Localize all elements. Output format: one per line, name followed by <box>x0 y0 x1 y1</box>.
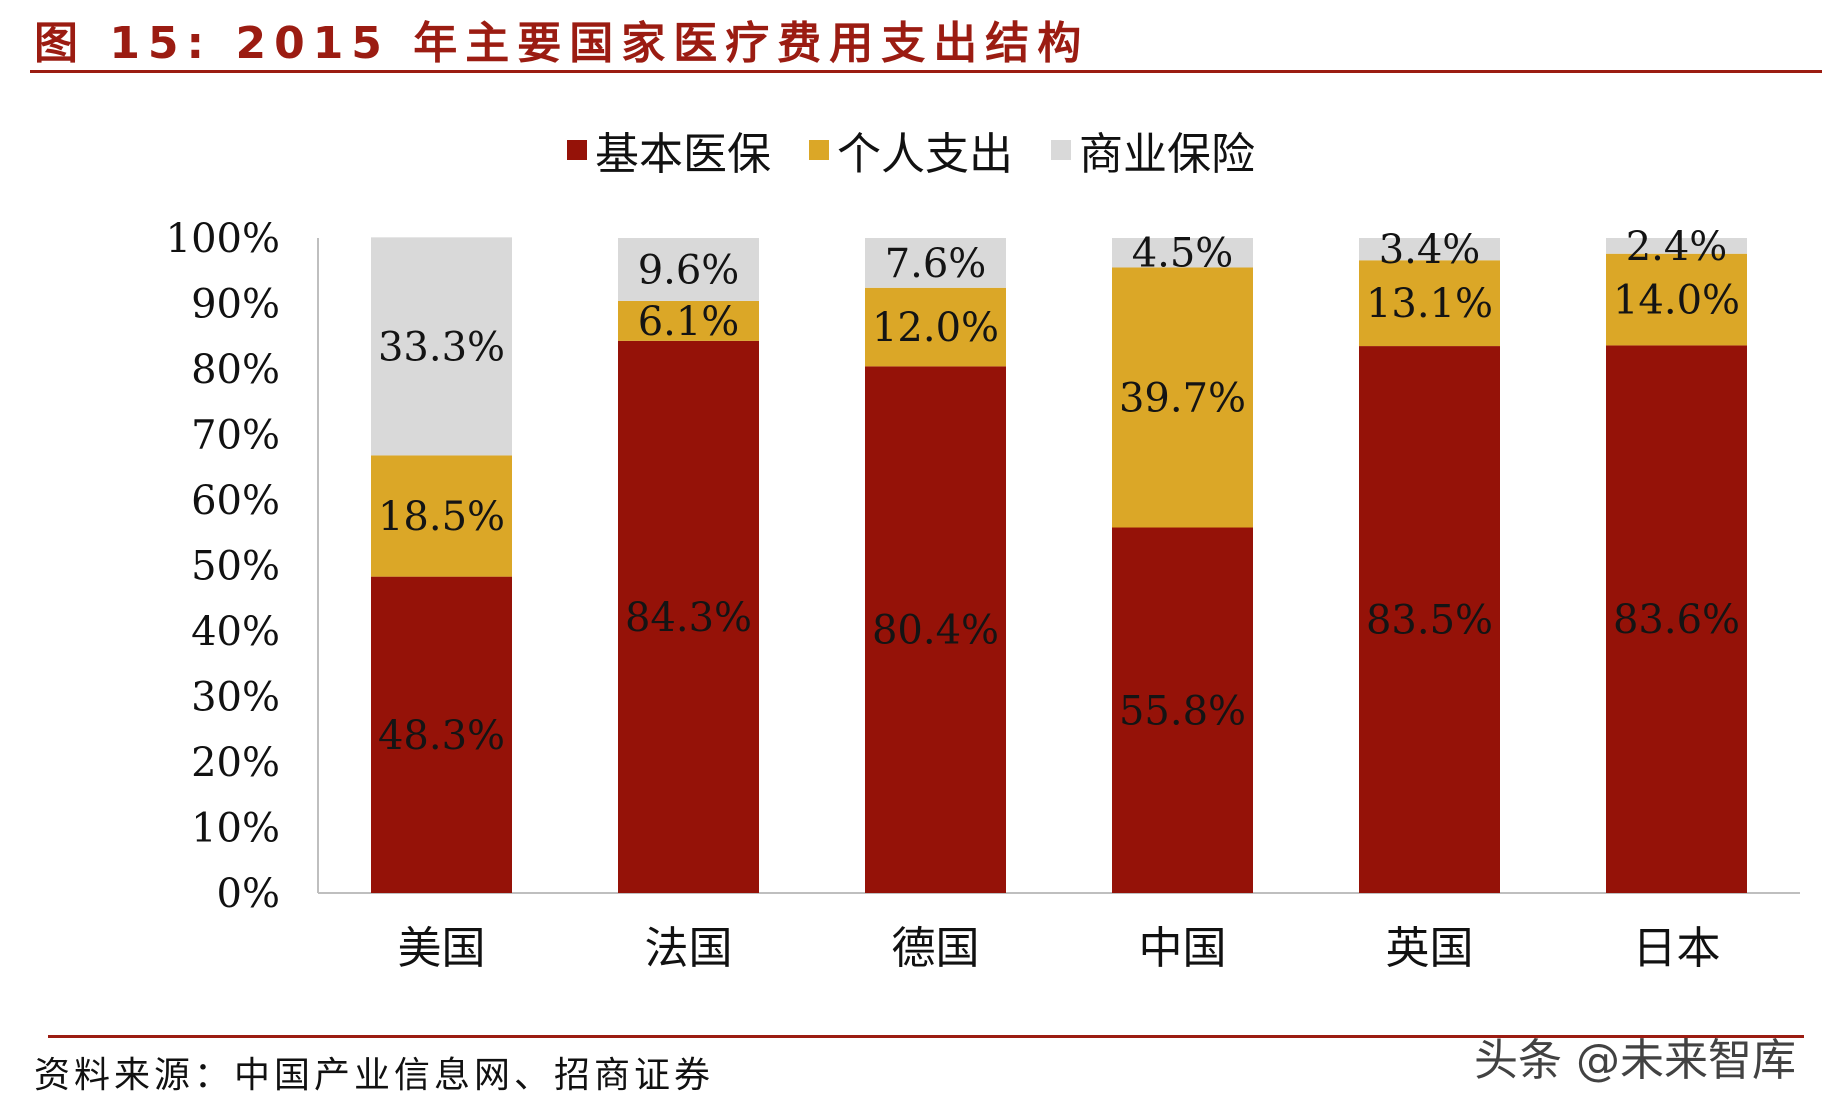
legend-item-personal-spending: 个人支出 <box>809 118 1013 182</box>
data-label: 83.5% <box>1366 598 1493 644</box>
legend-label-basic-insurance: 基本医保 <box>595 129 771 180</box>
y-tick-label: 90% <box>191 282 280 328</box>
x-tick-label: 日本 <box>1633 923 1721 974</box>
bar-segment <box>618 238 759 301</box>
data-label: 9.6% <box>638 247 740 293</box>
data-label: 3.4% <box>1379 227 1481 273</box>
y-tick-label: 80% <box>191 347 280 393</box>
legend-item-basic-insurance: 基本医保 <box>567 118 771 182</box>
y-tick-label: 0% <box>217 871 280 917</box>
data-label: 13.1% <box>1366 281 1493 327</box>
data-label: 39.7% <box>1119 375 1246 421</box>
x-tick-label: 美国 <box>398 923 486 974</box>
bar-segment <box>371 576 512 893</box>
bar-segment <box>865 366 1006 893</box>
x-tick-label: 英国 <box>1386 923 1474 974</box>
bar-segment <box>371 455 512 577</box>
data-label: 83.6% <box>1613 597 1740 643</box>
x-tick-label: 中国 <box>1139 923 1227 974</box>
legend-swatch-personal-spending <box>809 140 829 160</box>
legend-swatch-basic-insurance <box>567 140 587 160</box>
data-label: 55.8% <box>1119 688 1246 734</box>
data-label: 14.0% <box>1613 278 1740 324</box>
y-tick-label: 100% <box>166 216 280 262</box>
bar-segment <box>865 287 1006 367</box>
y-tick-label: 60% <box>191 478 280 524</box>
data-label: 84.3% <box>625 595 752 641</box>
y-tick-label: 70% <box>191 413 280 459</box>
footer-rule <box>48 1035 1804 1038</box>
y-tick-label: 50% <box>191 544 280 590</box>
data-label: 12.0% <box>872 305 999 351</box>
y-tick-label: 20% <box>191 740 280 786</box>
bar-segment <box>865 238 1006 288</box>
data-label: 2.4% <box>1626 224 1728 270</box>
bar-segment <box>1359 346 1500 893</box>
data-label: 7.6% <box>885 241 987 287</box>
bar-segment <box>1112 527 1253 893</box>
bar-segment <box>1112 238 1253 268</box>
bar-segment <box>1606 253 1747 346</box>
x-tick-label: 法国 <box>645 923 733 974</box>
legend-item-commercial-insurance: 商业保险 <box>1051 118 1255 182</box>
data-label: 80.4% <box>872 608 999 654</box>
bar-segment <box>1606 238 1747 254</box>
stacked-bar-chart: 0% 10% 20% 30% 40% 50% 60% 70% 80% 90% 100% 48.3% 18… <box>166 216 1800 974</box>
legend-swatch-commercial-insurance <box>1051 140 1071 160</box>
source-note: 资料来源：中国产业信息网、招商证券 <box>34 1055 715 1096</box>
bar-segment <box>1359 260 1500 347</box>
data-label: 18.5% <box>378 494 505 540</box>
legend-label-commercial-insurance: 商业保险 <box>1079 129 1255 180</box>
bar-segment <box>618 340 759 894</box>
bar-segment <box>618 300 759 341</box>
x-tick-label: 德国 <box>892 923 980 974</box>
figure-title: 图 15: 2015 年主要国家医疗费用支出结构 <box>34 18 1090 69</box>
data-label: 6.1% <box>638 299 740 345</box>
data-label: 33.3% <box>378 324 505 370</box>
data-label: 4.5% <box>1132 231 1234 277</box>
y-tick-label: 10% <box>191 806 280 852</box>
bar-segment <box>1112 267 1253 528</box>
legend-label-personal-spending: 个人支出 <box>837 129 1013 180</box>
bar-segment <box>1606 345 1747 893</box>
y-tick-label: 30% <box>191 675 280 721</box>
y-tick-label: 40% <box>191 609 280 655</box>
bar-segment <box>1359 238 1500 261</box>
bar-segment <box>371 237 512 456</box>
chart-legend: 基本医保 个人支出 商业保险 <box>0 118 1822 182</box>
watermark: 头条 @未来智库 <box>1474 1035 1796 1086</box>
data-label: 48.3% <box>378 713 505 759</box>
title-rule <box>30 70 1822 73</box>
